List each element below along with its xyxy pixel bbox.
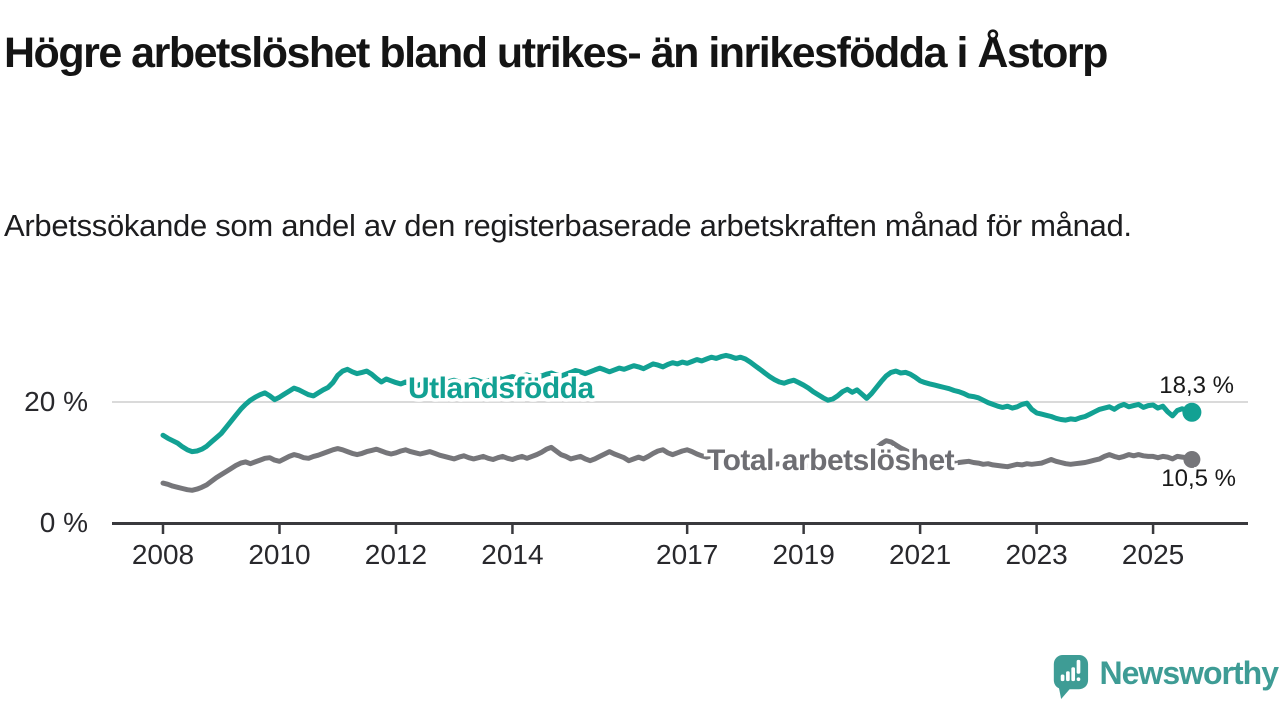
series-line-utlandsfodda xyxy=(160,352,1195,455)
x-axis-ticks-group: 2008 2010 2012 2014 2017 2019 2021 2023 2025 xyxy=(132,525,1184,570)
page-subtitle: Arbetssökande som andel av den registerb… xyxy=(4,208,1132,243)
newsworthy-logo-icon xyxy=(1053,654,1089,700)
newsworthy-logo: Newsworthy xyxy=(1053,648,1279,708)
y-axis-label-0: 0 % xyxy=(40,507,88,538)
series-end-dot-utlandsfodda xyxy=(1182,402,1202,422)
series-label-total-arbetsloshet: Total arbetslöshet xyxy=(707,444,955,477)
x-axis-label-2008: 2008 xyxy=(132,539,194,570)
x-axis-label-2014: 2014 xyxy=(481,539,543,570)
series-end-dot-total xyxy=(1183,451,1201,468)
x-axis-label-2023: 2023 xyxy=(1005,539,1067,570)
x-axis-label-2021: 2021 xyxy=(889,539,951,570)
end-value-label-utlandsfodda: 18,3 % xyxy=(1159,372,1234,399)
x-axis-label-2012: 2012 xyxy=(365,539,427,570)
y-axis-label-20: 20 % xyxy=(24,386,88,417)
x-axis-label-2019: 2019 xyxy=(772,539,834,570)
x-axis-label-2025: 2025 xyxy=(1122,539,1184,570)
x-axis-label-2017: 2017 xyxy=(656,539,718,570)
end-value-label-total: 10,5 % xyxy=(1161,465,1236,492)
series-line-total-arbetsloshet xyxy=(160,438,1195,493)
newsworthy-logo-text: Newsworthy xyxy=(1099,655,1279,691)
series-label-utlandsfodda: Utlandsfödda xyxy=(408,372,594,405)
x-axis-label-2010: 2010 xyxy=(248,539,310,570)
page-title: Högre arbetslöshet bland utrikes- än inr… xyxy=(4,29,1108,77)
